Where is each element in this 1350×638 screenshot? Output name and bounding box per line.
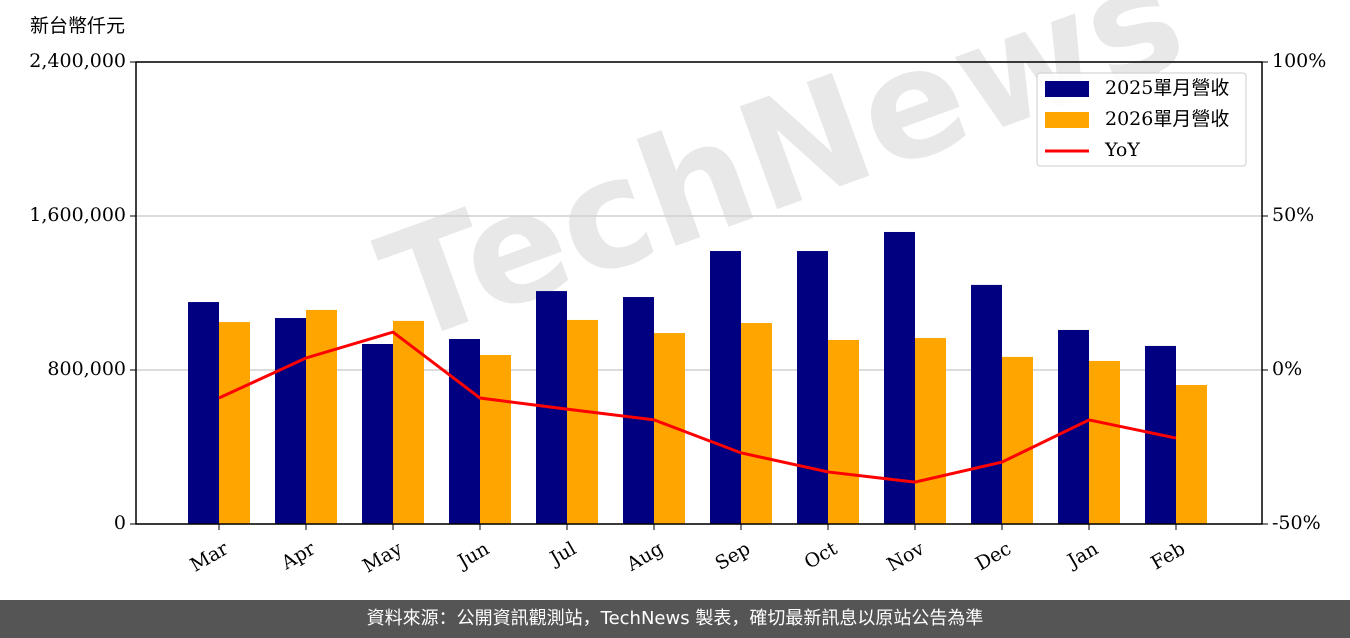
bar	[219, 322, 250, 524]
line	[218, 330, 1177, 484]
x-tick-label: Dec	[972, 538, 1015, 576]
legend-label: 2025單月營收	[1105, 77, 1229, 99]
x-tick-label: Feb	[1147, 538, 1189, 575]
x-tick-label: Jun	[452, 538, 493, 574]
legend-swatch	[1045, 112, 1089, 128]
bar	[275, 318, 306, 524]
bar	[393, 320, 424, 524]
y-tick-label: 0	[114, 512, 126, 534]
bar	[623, 297, 654, 524]
x-tick-label: Jul	[545, 538, 580, 571]
bar	[449, 339, 480, 524]
bar	[915, 338, 946, 524]
x-tick-label: Oct	[801, 537, 842, 573]
x-tick-label: Aug	[622, 538, 667, 577]
plot-frame	[135, 61, 1263, 525]
bar	[828, 339, 859, 524]
x-tick-label: Jan	[1062, 538, 1102, 574]
y-unit-label: 新台幣仟元	[30, 15, 125, 37]
y-tick-label: 1,600,000	[29, 204, 126, 226]
y-tick-label: 2,400,000	[29, 50, 126, 72]
bar	[1002, 356, 1033, 524]
bar	[884, 231, 915, 525]
bar	[306, 309, 337, 524]
bar	[797, 251, 828, 524]
bar	[1089, 360, 1120, 524]
bar	[480, 354, 511, 524]
x-tick-label: Apr	[277, 537, 320, 574]
legend-swatch	[1045, 81, 1089, 97]
y2-tick-label: 0%	[1272, 358, 1302, 380]
watermark: TechNews	[360, 0, 1204, 378]
y-tick-label: 800,000	[47, 358, 126, 380]
bar	[188, 302, 219, 524]
y2-tick-label: 100%	[1272, 50, 1326, 72]
bar	[971, 284, 1002, 524]
bar	[710, 251, 741, 524]
legend-box	[1036, 72, 1247, 167]
bar	[741, 323, 772, 524]
x-tick-label: Sep	[711, 538, 754, 575]
chart: TechNews 新台幣仟元 0 800,000 1,600,000 2,400,00…	[29, 0, 1326, 577]
bar	[362, 344, 393, 524]
bar	[1176, 385, 1207, 524]
y2-tick-label: 50%	[1272, 204, 1314, 226]
x-tick-label: Mar	[186, 537, 232, 576]
x-tick-label: Nov	[883, 537, 928, 576]
legend-label: 2026單月營收	[1105, 108, 1229, 130]
legend-label: YoY	[1104, 139, 1140, 161]
y2-tick-label: -50%	[1272, 512, 1321, 534]
x-tick-label: May	[359, 537, 406, 577]
bar	[567, 319, 598, 524]
footer: 資料來源：公開資訊觀測站，TechNews 製表，確切最新訊息以原站公告為準	[0, 600, 1350, 638]
